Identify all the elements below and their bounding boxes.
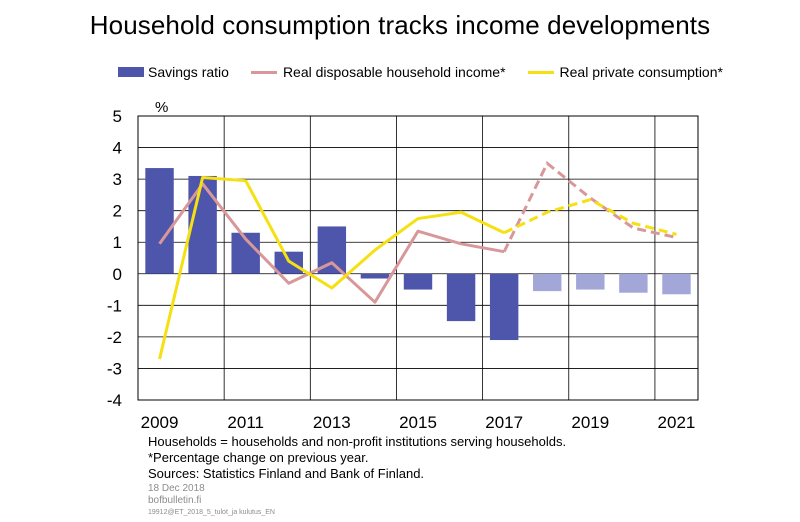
bar-savings-ratio: [619, 273, 648, 293]
legend: Savings ratio Real disposable household …: [118, 64, 745, 80]
legend-swatch-income: [250, 70, 277, 74]
chart-meta: 18 Dec 2018 bofbulletin.fi 19912@ET_2018…: [148, 483, 275, 519]
y-tick-label: -4: [107, 391, 122, 410]
x-tick-label: 2013: [313, 413, 351, 432]
y-tick-label: 2: [113, 202, 122, 221]
x-tick-label: 2015: [399, 413, 437, 432]
x-tick-label: 2019: [571, 413, 609, 432]
legend-label-consumption: Real private consumption*: [559, 64, 723, 80]
legend-label-savings-ratio: Savings ratio: [148, 64, 229, 80]
legend-item-income: Real disposable household income*: [250, 64, 506, 80]
legend-label-income: Real disposable household income*: [282, 64, 506, 80]
plot-frame: [137, 115, 699, 401]
legend-swatch-savings-ratio: [118, 67, 144, 77]
y-tick-label: 0: [113, 265, 122, 284]
bar-savings-ratio: [576, 273, 605, 290]
meta-date: 18 Dec 2018: [148, 483, 205, 494]
y-tick-label: 1: [113, 233, 122, 252]
note-households: Households = households and non-profit i…: [148, 434, 567, 449]
y-tick-label: -1: [107, 296, 122, 315]
bar-savings-ratio: [188, 175, 217, 274]
note-sources: Sources: Statistics Finland and Bank of …: [148, 466, 425, 481]
y-tick-label: 5: [113, 107, 122, 126]
line-consumption-forecast: [503, 198, 677, 236]
y-tick-label: -3: [107, 359, 122, 378]
meta-code: 19912@ET_2018_5_tulot_ja kulutus_EN: [148, 509, 275, 516]
bar-savings-ratio: [662, 273, 691, 295]
line-income-forecast: [502, 160, 677, 253]
line-income: [158, 182, 505, 304]
x-tick-label: 2017: [485, 413, 523, 432]
y-axis-unit-label: %: [155, 99, 168, 116]
note-percentage: *Percentage change on previous year.: [148, 450, 369, 465]
legend-swatch-consumption: [527, 70, 554, 74]
bar-savings-ratio: [446, 273, 476, 322]
legend-item-savings-ratio: Savings ratio: [118, 64, 229, 80]
y-tick-label: 3: [113, 170, 122, 189]
x-tick-label: 2021: [658, 413, 696, 432]
chart-notes: Households = households and non-profit i…: [148, 434, 566, 482]
y-tick-label: 4: [113, 139, 122, 158]
bar-savings-ratio: [360, 273, 390, 279]
bar-savings-ratio: [145, 168, 174, 274]
bar-savings-ratio: [489, 273, 519, 341]
x-tick-label: 2009: [141, 413, 179, 432]
chart-title: Household consumption tracks income deve…: [89, 10, 711, 40]
bar-savings-ratio: [403, 273, 433, 290]
legend-item-consumption: Real private consumption*: [527, 64, 723, 80]
meta-site: bofbulletin.fi: [148, 495, 202, 506]
line-consumption: [158, 176, 505, 360]
bar-savings-ratio: [533, 273, 562, 292]
x-tick-label: 2011: [227, 413, 264, 432]
y-tick-label: -2: [107, 328, 122, 347]
